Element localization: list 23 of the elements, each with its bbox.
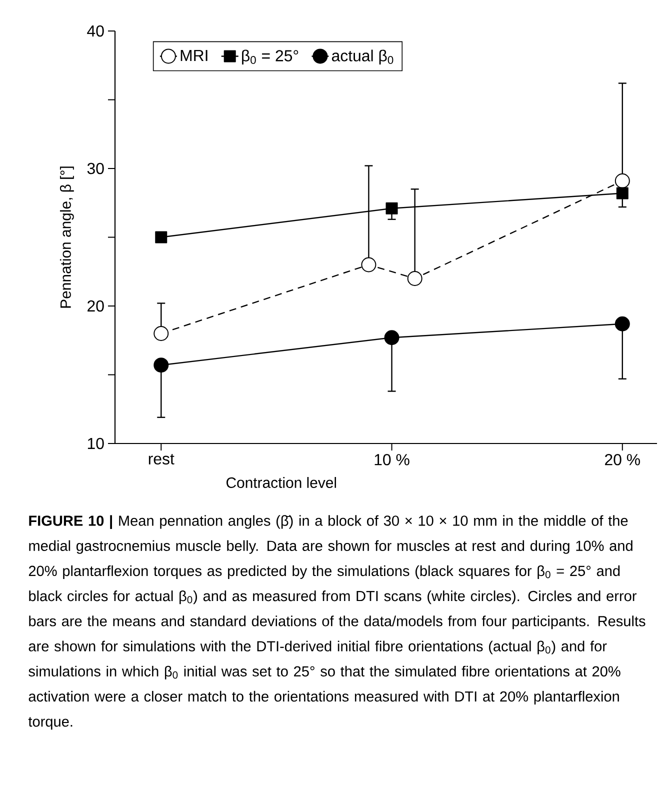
y-tick-label: 40 [87,25,104,37]
y-tick-label: 20 [88,300,104,312]
x-axis-title: Contraction level [226,477,336,488]
point [614,173,630,188]
x-tick-label: rest [148,454,174,464]
y-axis-title: Pennation angle, β [°] [60,166,74,308]
legend-label: actual β$_{0}$ [332,50,394,65]
y-tick-label: 30 [87,162,104,174]
point [616,187,628,200]
point [154,358,169,373]
legend-label: β$_{0}$ = 25° [242,50,298,65]
point [407,270,422,286]
point [361,257,376,272]
x-tick-label: 20 % [605,454,640,466]
y-tick-label: 10 [88,438,104,450]
legend-label: MRI [180,50,208,61]
point [614,316,630,332]
x-tick-label: 10 % [374,454,410,466]
point [386,202,398,214]
point [154,326,169,341]
point [155,231,168,244]
point [384,330,400,346]
text: FIGURE 10 | Mean pennation angles (β̄) in a block of 30 × 10 × 10 mm in the middle of the medial gastrocnemius muscle belly. Data are shown for muscles at rest and during 10% and 20% plantarflexion torques as predicted by the simulations (black squares for β$_{0}$ = 25° and black circles for actual β$_{0}$) and as measured from DTI scans (white circles). Circles and error bars are the means and standard deviations of the data/models from four participants. Results are shown for simulations with the DTI-derived initial fibre orientations (actual β$_{0}$) and for simulations in which β$_{0}$ initial was set to 25° so that the simulated fibre orientations at 20% activation were a closer match to the orientations measured with DTI at 20% plantarflexion torque. [28,515,646,730]
